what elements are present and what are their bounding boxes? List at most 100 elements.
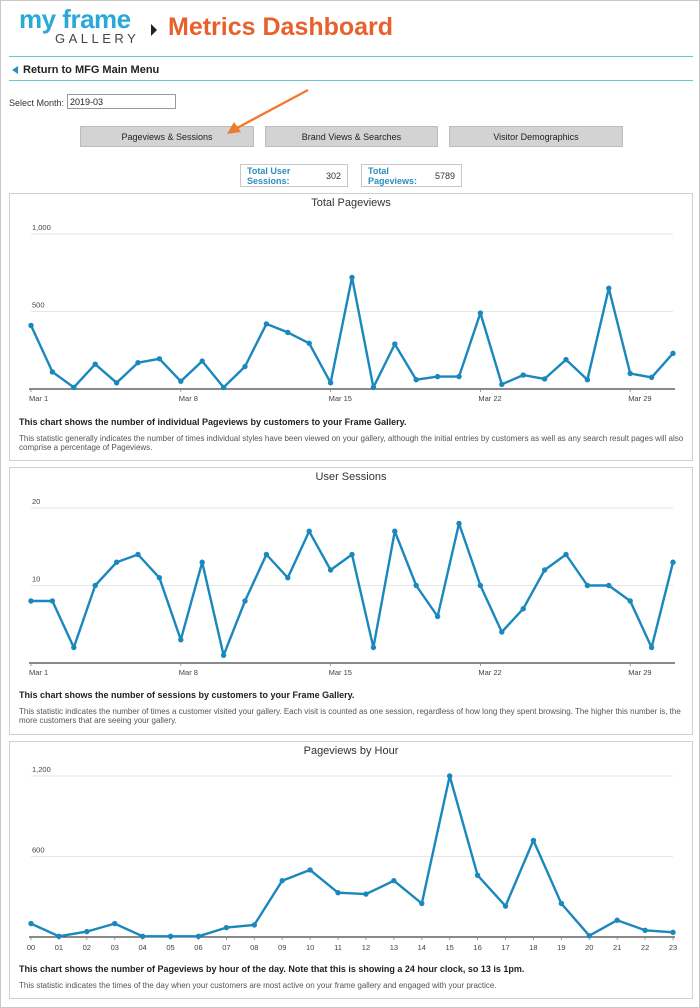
logo-subtitle: GALLERY (55, 31, 140, 46)
chart-title: Total Pageviews (311, 197, 391, 209)
x-tick-label: 07 (222, 943, 230, 952)
x-tick-label: 01 (55, 943, 63, 952)
chart-title: User Sessions (315, 471, 387, 483)
x-tick-label: 13 (390, 943, 398, 952)
data-point (627, 598, 633, 604)
data-point (49, 598, 56, 604)
x-tick-label: 16 (473, 943, 481, 952)
data-point (112, 920, 118, 927)
series-line (30, 774, 674, 938)
data-point (306, 340, 312, 346)
data-point (563, 551, 569, 558)
x-tick-label: 12 (362, 943, 370, 952)
tab-brand-views-searches[interactable]: Brand Views & Searches (265, 126, 438, 147)
data-point (92, 582, 98, 589)
logo[interactable]: my frame GALLERY (19, 5, 139, 47)
data-point (586, 932, 592, 939)
data-point (614, 917, 620, 923)
series-line (29, 276, 674, 389)
x-tick-label: 23 (669, 943, 677, 952)
data-point (327, 380, 334, 386)
data-point (28, 598, 34, 604)
data-point (84, 928, 90, 935)
data-point (670, 350, 676, 357)
data-point (648, 374, 655, 381)
stat-total-pageviews: Total Pageviews: 5789 (361, 164, 462, 187)
header: my frame GALLERY Metrics Dashboard (1, 1, 699, 56)
data-point (178, 378, 184, 384)
tab-visitor-demographics[interactable]: Visitor Demographics (449, 126, 623, 147)
data-point (413, 582, 419, 589)
stat-value: 302 (325, 170, 341, 181)
x-tick-label: 04 (138, 943, 146, 952)
data-point (56, 933, 62, 940)
data-point (413, 377, 419, 383)
x-tick-label: Mar 29 (628, 394, 651, 403)
x-tick-label: 11 (334, 943, 342, 952)
data-point (530, 837, 537, 844)
x-tick-label: Mar 15 (329, 394, 352, 403)
x-tick-label: 06 (194, 943, 202, 952)
chart-description: This statistic indicates the number of t… (19, 707, 681, 725)
data-point (349, 551, 355, 558)
data-point (113, 380, 120, 386)
data-point (285, 329, 291, 336)
data-point (306, 528, 312, 534)
data-point (156, 356, 163, 362)
y-tick-label: 1,200 (32, 765, 51, 774)
return-link[interactable]: Return to MFG Main Menu (12, 62, 159, 78)
x-tick-label: 09 (278, 943, 286, 952)
data-point (670, 929, 676, 936)
chart-caption: This chart shows the number of sessions … (19, 690, 355, 700)
data-point (456, 520, 462, 527)
breadcrumb-arrow-icon (151, 24, 157, 36)
nav-divider (9, 80, 693, 81)
logo-wordmark: my frame (19, 4, 131, 34)
data-point (327, 567, 334, 573)
y-tick-label: 500 (32, 301, 45, 310)
chart-panel-pageviews: Total Pageviews 1,000 500 Mar 1 Mar 8 Mar 15… (9, 193, 693, 461)
data-point (263, 551, 270, 558)
data-point (642, 927, 648, 933)
y-tick-label: 1,000 (32, 223, 51, 232)
data-point (195, 933, 202, 940)
data-point (135, 551, 141, 558)
x-tick-label: 03 (111, 943, 119, 952)
data-point (251, 922, 258, 928)
data-point (477, 582, 484, 589)
stat-total-sessions: Total User Sessions: 302 (240, 164, 348, 187)
data-point (446, 773, 453, 779)
data-point (434, 373, 441, 380)
data-point (199, 559, 205, 565)
data-point (520, 606, 526, 612)
chart-panel-hourly: Pageviews by Hour 1,200 600 00 01 02 03 04 05 06… (9, 741, 693, 999)
x-tick-label: 22 (641, 943, 649, 952)
month-input[interactable] (67, 94, 176, 109)
data-point (156, 575, 163, 581)
data-point (434, 613, 441, 620)
data-point (135, 359, 141, 366)
data-point (502, 903, 509, 909)
x-tick-label: 15 (446, 943, 454, 952)
data-point (335, 890, 341, 896)
data-point (220, 652, 227, 658)
data-point (670, 559, 676, 565)
stat-label: Total User Sessions: (247, 165, 291, 186)
data-point (28, 920, 34, 927)
return-link-label: Return to MFG Main Menu (23, 64, 160, 76)
tab-pageviews-sessions[interactable]: Pageviews & Sessions (80, 126, 254, 147)
data-point (477, 310, 484, 316)
data-point (391, 877, 397, 884)
x-tick-label: 14 (418, 943, 426, 952)
data-point (392, 528, 398, 534)
data-point (558, 900, 565, 907)
data-point (627, 370, 633, 377)
data-point (307, 867, 313, 873)
data-point (392, 341, 398, 347)
line-chart: 1,200 600 00 01 02 03 04 05 06 07 08 09 10 11 12 13 14 15… (27, 765, 677, 952)
data-point (71, 644, 77, 651)
x-tick-label: 19 (557, 943, 565, 952)
line-chart: 20 10 Mar 1 Mar 8 Mar 15 Mar 22 Mar 29 (28, 497, 676, 677)
x-tick-label: Mar 22 (478, 394, 501, 403)
y-tick-label: 600 (32, 846, 45, 855)
